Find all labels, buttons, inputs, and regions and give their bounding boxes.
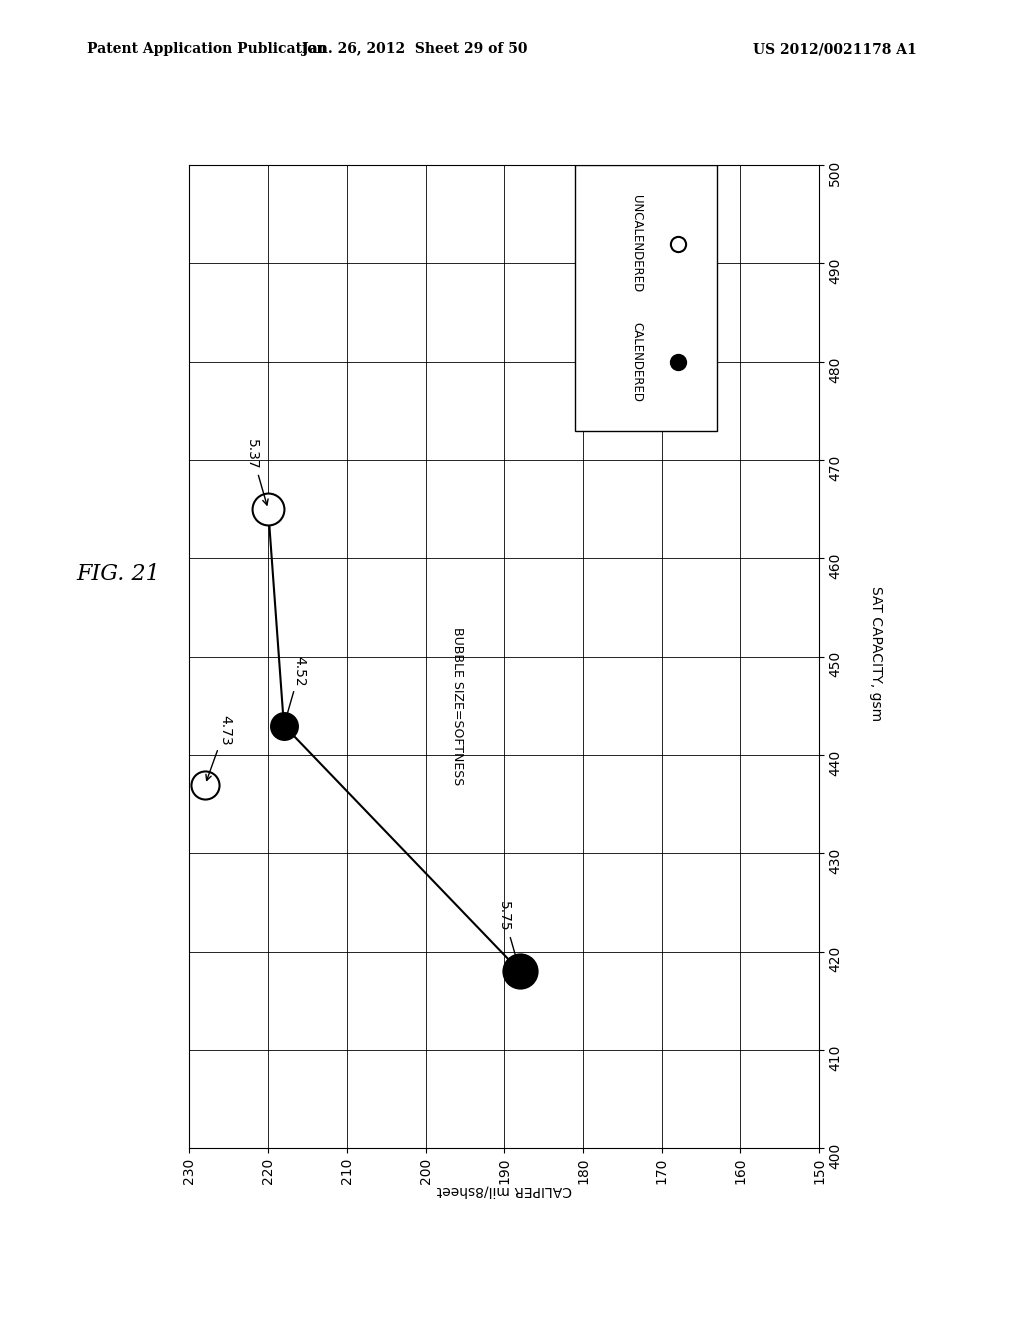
Bar bbox=[575, 165, 717, 430]
Text: 4.73: 4.73 bbox=[206, 714, 231, 780]
Point bbox=[260, 499, 276, 520]
Text: BUBBLE SIZE=SOFTNESS: BUBBLE SIZE=SOFTNESS bbox=[451, 627, 464, 785]
Text: Patent Application Publication: Patent Application Publication bbox=[87, 42, 327, 57]
Text: Jan. 26, 2012  Sheet 29 of 50: Jan. 26, 2012 Sheet 29 of 50 bbox=[302, 42, 527, 57]
Text: 5.37: 5.37 bbox=[246, 440, 268, 506]
Point bbox=[275, 715, 292, 737]
Point bbox=[670, 351, 686, 372]
Text: 4.52: 4.52 bbox=[284, 656, 306, 721]
Text: FIG. 21: FIG. 21 bbox=[77, 564, 161, 585]
Text: SAT CAPACITY, gsm: SAT CAPACITY, gsm bbox=[868, 586, 883, 721]
Text: 5.75: 5.75 bbox=[498, 902, 520, 968]
Text: CALIPER mil/8sheet: CALIPER mil/8sheet bbox=[437, 1184, 572, 1197]
Point bbox=[197, 774, 213, 795]
Point bbox=[670, 234, 686, 255]
Text: CALENDERED: CALENDERED bbox=[630, 322, 643, 401]
Text: UNCALENDERED: UNCALENDERED bbox=[630, 195, 643, 292]
Point bbox=[512, 961, 528, 982]
Text: US 2012/0021178 A1: US 2012/0021178 A1 bbox=[753, 42, 916, 57]
